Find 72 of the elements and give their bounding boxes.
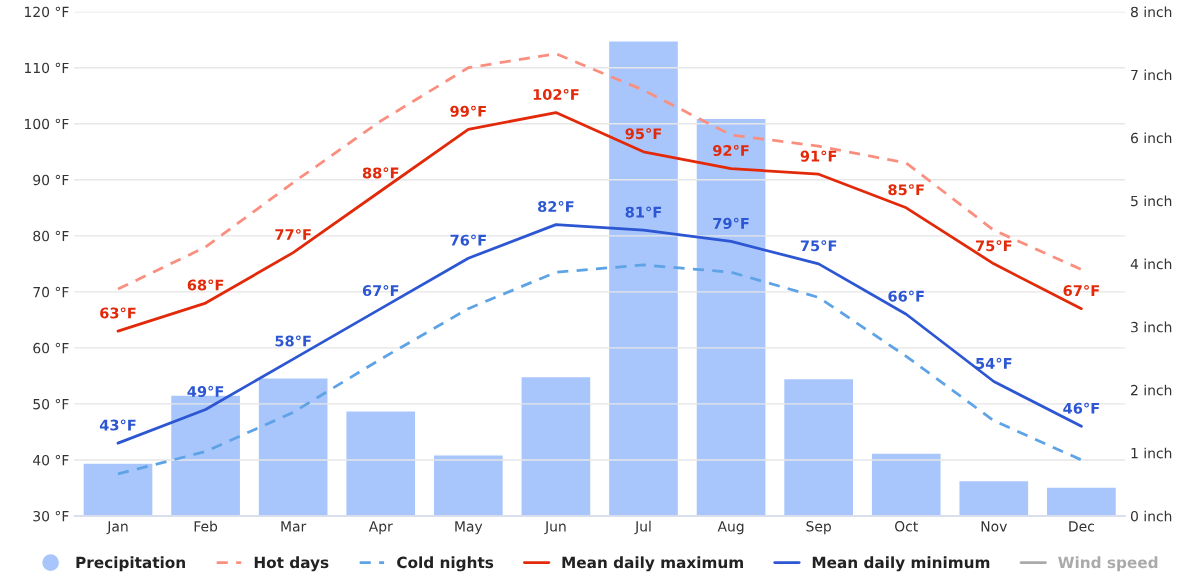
data-label: 82°F	[538, 200, 574, 213]
y2-tick-label: 1 inch	[1131, 447, 1172, 459]
bar	[958, 479, 1030, 516]
bar	[695, 117, 767, 516]
y2-tick-label: 0 inch	[1130, 510, 1172, 522]
x-tick-label: Jun	[544, 521, 566, 535]
legend-label: Mean daily minimum	[812, 556, 990, 572]
data-label: 75°F	[976, 240, 1012, 252]
x-tick-label: Jan	[106, 521, 128, 535]
data-label: 68°F	[187, 279, 224, 291]
bar	[1045, 486, 1118, 516]
data-label: 77°F	[275, 228, 311, 240]
data-label: 58°F	[275, 335, 311, 347]
bar	[345, 410, 417, 516]
x-tick-label: Nov	[981, 521, 1007, 532]
legend-label: Mean daily maximum	[562, 556, 743, 572]
data-label: 76°F	[450, 234, 486, 246]
x-tick-label: Dec	[1069, 521, 1094, 532]
x-tick-label: Aug	[717, 521, 744, 535]
legend-label: Hot days	[254, 556, 329, 572]
data-label: 63°F	[100, 307, 136, 319]
x-tick-label: Oct	[895, 521, 918, 532]
data-label: 92°F	[713, 144, 749, 157]
data-label: 75°F	[800, 240, 837, 252]
y-tick-label: 30 °F	[33, 510, 69, 522]
bar	[520, 375, 592, 516]
bar	[607, 40, 680, 516]
y2-tick-label: 6 inch	[1131, 132, 1172, 144]
y-tick-label: 110 °F	[25, 62, 69, 74]
x-tick-label: Jul	[634, 520, 651, 535]
bar	[432, 454, 505, 516]
y2-tick-label: 4 inch	[1130, 258, 1172, 270]
x-tick-label: Mar	[281, 521, 307, 532]
data-label: 102°F	[533, 88, 579, 101]
y2-tick-label: 2 inch	[1131, 384, 1172, 396]
y2-tick-label: 3 inch	[1131, 321, 1172, 333]
y-tick-label: 120 °F	[25, 6, 69, 18]
y-tick-label: 40 °F	[33, 454, 69, 466]
y-tick-label: 60 °F	[33, 342, 69, 354]
data-label: 85°F	[888, 184, 924, 196]
data-label: 91°F	[800, 150, 837, 162]
legend-label: Precipitation	[76, 556, 185, 572]
legend-label: Wind speed	[1058, 556, 1158, 572]
legend-label: Cold nights	[397, 556, 494, 572]
data-label: 88°F	[362, 167, 399, 179]
bar	[82, 462, 154, 516]
data-label: 49°F	[187, 385, 224, 397]
data-label: 43°F	[99, 419, 136, 431]
y2-tick-label: 7 inch	[1131, 69, 1172, 81]
x-tick-label: May	[455, 521, 483, 535]
data-label: 67°F	[362, 284, 399, 297]
data-label: 67°F	[1063, 284, 1099, 297]
data-label: 99°F	[450, 105, 486, 117]
data-label: 79°F	[713, 217, 749, 229]
y-tick-label: 70 °F	[33, 286, 69, 298]
y2-tick-label: 8 inch	[1130, 6, 1172, 18]
bar	[257, 377, 329, 516]
y-tick-label: 50 °F	[33, 398, 69, 410]
data-label: 81°F	[625, 206, 662, 218]
x-tick-label: Sep	[806, 521, 831, 535]
x-tick-label: Feb	[194, 520, 218, 532]
data-label: 66°F	[888, 290, 924, 302]
data-label: 54°F	[976, 357, 1012, 369]
data-label: 95°F	[625, 128, 662, 140]
y2-tick-label: 5 inch	[1131, 195, 1172, 207]
y-tick-label: 80 °F	[33, 230, 69, 242]
bar	[870, 452, 942, 516]
y-tick-label: 90 °F	[33, 174, 69, 186]
bar	[782, 377, 855, 516]
y-tick-label: 100 °F	[25, 118, 69, 130]
x-tick-label: Apr	[368, 521, 393, 535]
data-label: 46°F	[1063, 402, 1099, 414]
